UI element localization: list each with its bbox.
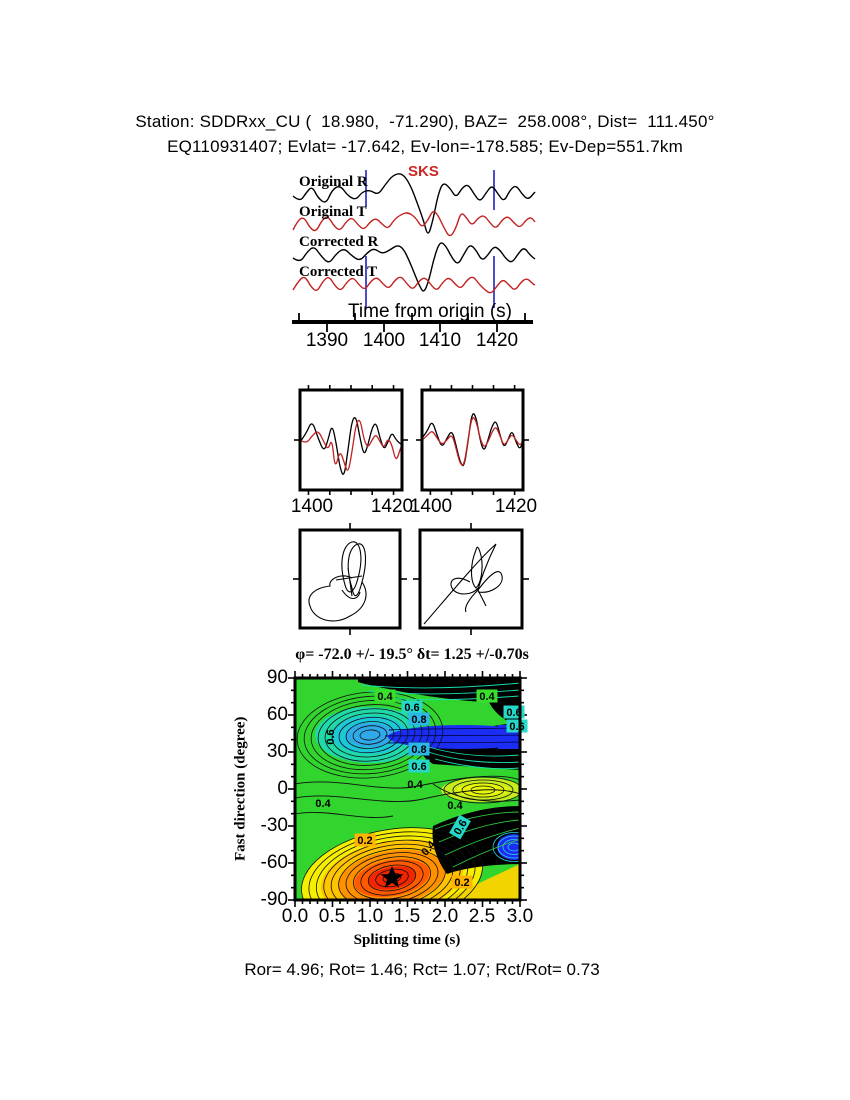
xtick-20: 2.0: [431, 906, 459, 927]
best-fit-star: [380, 866, 404, 888]
contour-label: 0.8: [408, 712, 430, 726]
svg-text:0.8: 0.8: [411, 744, 426, 756]
contour-label: 0.4: [407, 779, 423, 791]
xtick-10: 1.0: [356, 906, 384, 927]
window-markers: [365, 170, 495, 308]
contour-frame: [293, 676, 522, 902]
xtick-05: 0.5: [318, 906, 346, 927]
ytick-0: 0: [277, 778, 288, 799]
ytick-m60: -60: [260, 852, 288, 873]
phase-label-sks: SKS: [408, 163, 439, 180]
ytick-90: 90: [266, 667, 288, 688]
contour-x-axis-label: Splitting time (s): [353, 932, 461, 948]
pm-left-frame: [298, 528, 402, 630]
time-axis-label: Time from origin (s): [348, 301, 512, 322]
contour-label: 0.4: [315, 798, 331, 810]
contour-label: 0.2: [354, 833, 376, 847]
ytick-60: 60: [266, 704, 288, 725]
particle-motion-panels: [293, 523, 529, 635]
ytick-30: 30: [266, 741, 288, 762]
svg-text:0.4: 0.4: [447, 800, 463, 812]
trace-label-original-t: Original T: [299, 204, 367, 220]
window-comparison-panels: [294, 385, 529, 495]
panel-left-trace-red: [299, 419, 403, 471]
panel-tick-left-1420: 1420: [370, 496, 414, 517]
contour-label: 0.6: [408, 759, 430, 773]
contour-plot: 0.4 0.40.60.80.60.80.60.40.4 0.40.60.2 0.40…: [288, 671, 528, 907]
contour-label: 0.8: [408, 742, 430, 756]
trace-label-corrected-t: Corrected T: [299, 264, 378, 280]
pm-right-frame: [418, 528, 524, 630]
contour-label: 0.4: [447, 800, 463, 812]
particle-motion-left: [308, 541, 367, 622]
trace-corrected-t: [292, 276, 536, 294]
svg-text:0.6: 0.6: [404, 702, 419, 714]
svg-text:0.4: 0.4: [377, 691, 393, 703]
header-line-1: Station: SDDRxx_CU ( 18.980, -71.290), B…: [135, 112, 715, 131]
contour-label: 0.6: [506, 719, 528, 733]
xtick-0: 0.0: [281, 906, 309, 927]
contour-title: φ= -72.0 +/- 19.5° δt= 1.25 +/-0.70s: [295, 646, 529, 663]
contour-fill: [295, 678, 520, 900]
time-tick-1410: 1410: [418, 330, 462, 351]
svg-text:0.2: 0.2: [454, 877, 469, 889]
panel-right-frame: [420, 388, 525, 492]
time-tick-1400: 1400: [362, 330, 406, 351]
particle-motion-right: [423, 543, 503, 625]
xtick-15: 1.5: [393, 906, 421, 927]
time-axis: [292, 313, 533, 332]
contour-label: 0.2: [451, 875, 473, 889]
panel-tick-left-1400: 1400: [290, 496, 334, 517]
contour-label: 0.4: [374, 689, 396, 703]
svg-text:0.6: 0.6: [509, 721, 524, 733]
panel-right-trace-red: [421, 417, 524, 466]
contour-label: 0.4: [476, 689, 498, 703]
contour-label: 0.6: [401, 700, 423, 714]
time-tick-1390: 1390: [305, 330, 349, 351]
panel-left-trace-black: [299, 417, 403, 475]
footer-stats: Ror= 4.96; Rot= 1.46; Rct= 1.07; Rct/Rot…: [244, 960, 600, 979]
time-tick-1420: 1420: [475, 330, 519, 351]
trace-label-corrected-r: Corrected R: [299, 234, 379, 250]
xtick-30: 3.0: [506, 906, 534, 927]
panel-tick-right-1400: 1400: [409, 496, 453, 517]
xtick-25: 2.5: [468, 906, 496, 927]
svg-text:0.6: 0.6: [325, 729, 337, 744]
ytick-m30: -30: [260, 815, 288, 836]
panel-left-frame: [298, 388, 404, 492]
header-line-2: EQ110931407; Evlat= -17.642, Ev-lon=-178…: [167, 137, 683, 156]
trace-label-original-r: Original R: [299, 174, 368, 190]
waveform-plot: [292, 170, 536, 332]
svg-text:0.4: 0.4: [407, 779, 423, 791]
trace-corrected-r: [292, 242, 536, 292]
svg-text:0.4: 0.4: [315, 798, 331, 810]
trace-original-t: [292, 210, 536, 237]
svg-text:0.2: 0.2: [357, 835, 372, 847]
svg-text:0.6: 0.6: [506, 707, 521, 719]
svg-text:0.8: 0.8: [411, 714, 426, 726]
trace-original-r: [292, 173, 536, 234]
svg-text:0.6: 0.6: [411, 761, 426, 773]
ytick-m90: -90: [260, 889, 288, 910]
panel-tick-right-1420: 1420: [494, 496, 538, 517]
svg-text:0.4: 0.4: [479, 691, 495, 703]
contour-label: 0.6: [325, 729, 337, 744]
